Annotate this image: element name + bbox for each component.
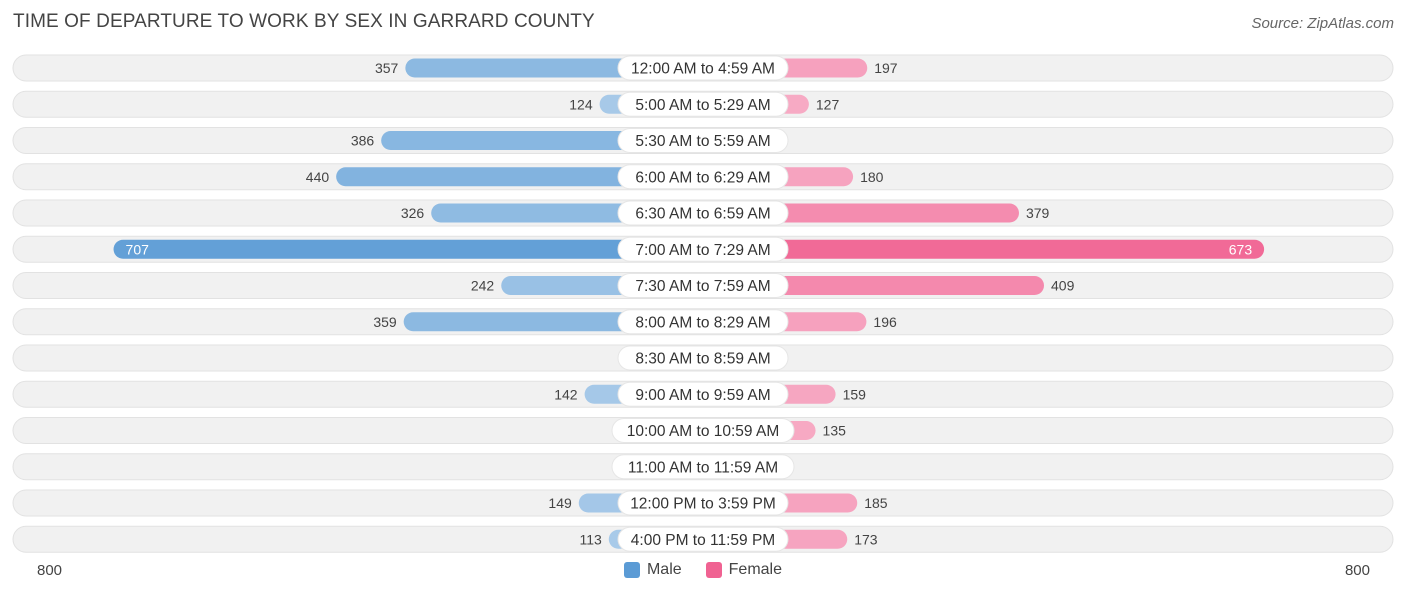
female-value-label: 159 (843, 386, 867, 402)
category-pill (617, 490, 789, 516)
female-value-label: 379 (1026, 205, 1050, 221)
female-value-label: 197 (874, 60, 898, 76)
category-label: 6:30 AM to 6:59 AM (635, 206, 770, 223)
male-bar (113, 239, 713, 259)
male-value-label: 242 (471, 278, 495, 294)
category-label: 6:00 AM to 6:29 AM (635, 169, 770, 186)
legend: Male Female (0, 561, 1406, 579)
category-label: 11:00 AM to 11:59 AM (628, 459, 778, 476)
male-value-label: 707 (126, 241, 150, 257)
legend-swatch-male (623, 562, 640, 578)
category-pill (617, 526, 789, 552)
legend-item-female[interactable]: Female (705, 561, 783, 579)
male-value-label: 357 (375, 60, 399, 76)
female-value-label: 673 (1229, 241, 1253, 257)
category-label: 4:00 PM to 11:59 PM (631, 532, 775, 549)
female-value-label: 135 (823, 423, 847, 439)
category-pill (617, 381, 789, 407)
male-value-label: 149 (548, 495, 572, 511)
category-pill (617, 164, 789, 190)
source-label: Source: ZipAtlas.com (1251, 15, 1394, 32)
category-pill (611, 418, 795, 443)
male-value-label: 113 (579, 531, 602, 547)
male-value-label: 326 (401, 205, 425, 221)
category-label: 9:00 AM to 9:59 AM (635, 387, 770, 404)
male-value-label: 440 (306, 169, 330, 185)
category-label: 5:00 AM to 5:29 AM (635, 97, 770, 114)
category-pill (617, 309, 789, 335)
category-pill (617, 273, 789, 298)
axis-label-left: 800 (37, 562, 63, 579)
legend-item-male[interactable]: Male (623, 561, 682, 579)
category-pill (617, 345, 789, 371)
male-value-label: 142 (554, 386, 578, 402)
category-label: 10:00 AM to 10:59 AM (627, 423, 780, 440)
chart-area: 357 197 12:00 AM to 4:59 AM 124 127 5:00 AM t… (12, 54, 1394, 553)
legend-label-female: Female (728, 561, 783, 578)
female-value-label: 196 (873, 314, 897, 330)
male-value-label: 124 (569, 96, 593, 112)
female-value-label: 180 (860, 169, 884, 185)
category-pill (617, 200, 789, 226)
category-label: 5:30 AM to 5:59 AM (635, 133, 770, 150)
category-pill (611, 454, 795, 480)
category-pill (617, 91, 789, 117)
category-pill (617, 236, 789, 262)
category-label: 7:30 AM to 7:59 AM (635, 278, 770, 295)
axis-label-right: 800 (1344, 562, 1370, 579)
female-value-label: 409 (1051, 278, 1075, 294)
category-label: 12:00 PM to 3:59 PM (630, 496, 776, 513)
male-value-label: 386 (351, 133, 375, 149)
male-value-label: 359 (373, 314, 397, 330)
category-label: 8:00 AM to 8:29 AM (635, 314, 770, 331)
legend-label-male: Male (646, 561, 682, 578)
category-pill (617, 128, 789, 153)
chart-title: TIME OF DEPARTURE TO WORK BY SEX IN GARR… (13, 11, 595, 32)
category-pill (617, 55, 789, 81)
female-value-label: 127 (816, 96, 840, 112)
category-label: 12:00 AM to 4:59 AM (631, 61, 775, 78)
legend-swatch-female (705, 562, 722, 578)
female-value-label: 173 (854, 531, 878, 547)
female-value-label: 185 (864, 495, 888, 511)
category-label: 8:30 AM to 8:59 AM (635, 351, 770, 368)
category-label: 7:00 AM to 7:29 AM (635, 242, 770, 259)
female-bar (693, 239, 1265, 259)
